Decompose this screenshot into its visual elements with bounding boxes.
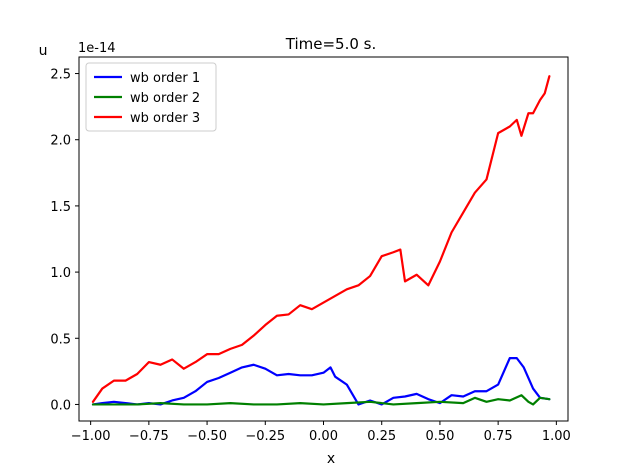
legend-entry: wb order 1 [130, 71, 200, 86]
series-line-2 [91, 394, 551, 406]
y-tick-label: 2.0 [50, 134, 71, 149]
x-tick-label: 0.25 [367, 429, 396, 444]
legend-entry: wb order 3 [130, 111, 200, 126]
x-tick-label: 0.50 [425, 429, 454, 444]
y-tick-label: 0.5 [50, 332, 71, 347]
x-axis: −1.00 −0.75 −0.50 −0.25 0.00 0.25 0.50 0.75 1.00 [71, 421, 571, 444]
y-tick-label: 2.5 [50, 68, 71, 83]
legend: wb order 1 wb order 2 wb order 3 [85, 62, 217, 132]
legend-box [85, 62, 217, 132]
x-tick-label: −0.25 [245, 429, 285, 444]
x-tick-label: 1.00 [542, 429, 571, 444]
y-axis-label: u [39, 43, 48, 59]
x-tick-label: −0.50 [187, 429, 227, 444]
plot-area [91, 75, 551, 406]
series-line-3 [91, 75, 551, 403]
series-line-1 [91, 357, 551, 406]
x-tick-label: −1.00 [71, 429, 111, 444]
y-axis: 0.0 0.5 1.0 1.5 2.0 2.5 [50, 68, 79, 413]
y-tick-label: 1.5 [50, 200, 71, 215]
legend-entry: wb order 2 [130, 91, 200, 106]
x-tick-label: 0.75 [484, 429, 513, 444]
y-tick-label: 1.0 [50, 266, 71, 281]
y-offset-label: 1e-14 [78, 41, 116, 56]
x-axis-label: x [327, 451, 335, 467]
x-tick-label: −0.75 [129, 429, 169, 444]
chart-title: Time=5.0 s. [285, 35, 376, 53]
y-tick-label: 0.0 [50, 398, 71, 413]
x-tick-label: 0.00 [309, 429, 338, 444]
